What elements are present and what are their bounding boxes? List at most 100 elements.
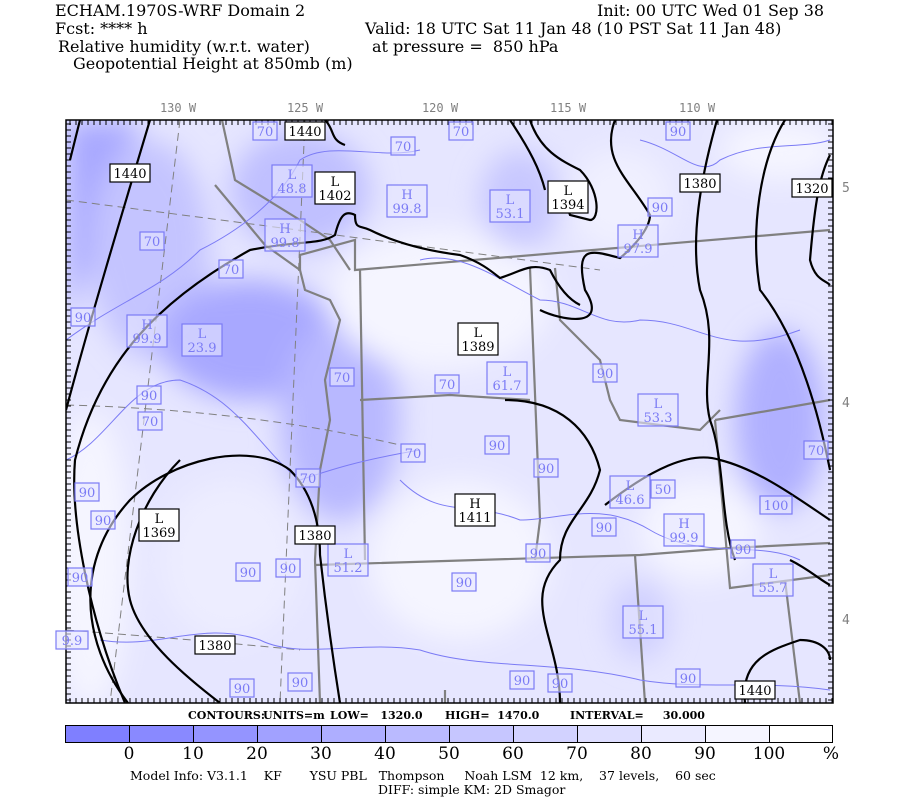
longitude-label: 110 W (679, 101, 716, 115)
rh-contour-label: 90 (229, 678, 255, 698)
svg-text:1369: 1369 (142, 526, 175, 541)
svg-text:90: 90 (597, 367, 614, 382)
svg-text:1411: 1411 (458, 511, 491, 526)
svg-text:L: L (626, 479, 635, 494)
pressure-level: at pressure = 850 hPa (372, 37, 559, 56)
svg-text:55.7: 55.7 (759, 581, 788, 596)
valid-time: Valid: 18 UTC Sat 11 Jan 48 (10 PST Sat … (365, 19, 782, 38)
svg-text:70: 70 (808, 444, 825, 459)
rh-contour-label: 90 (74, 482, 100, 502)
svg-text:90: 90 (456, 576, 473, 591)
colorbar-tick-label: 30 (310, 744, 332, 764)
rh-contour-label: 90 (665, 121, 691, 141)
svg-text:L: L (331, 175, 340, 190)
longitude-label: 120 W (422, 101, 459, 115)
svg-text:L: L (474, 326, 483, 341)
colorbar-swatch (641, 725, 705, 743)
svg-text:1380: 1380 (298, 529, 331, 544)
svg-text:1440: 1440 (113, 167, 146, 182)
svg-text:100: 100 (764, 499, 789, 514)
rh-contour-label: L53.1 (489, 189, 531, 223)
rh-contour-label: L53.3 (637, 393, 679, 427)
rh-contour-label: 90 (730, 539, 756, 559)
svg-text:99.8: 99.8 (393, 202, 422, 217)
svg-text:99.9: 99.9 (670, 531, 699, 546)
svg-text:90: 90 (72, 571, 89, 586)
colorbar-swatch (193, 725, 257, 743)
rh-contour-label: 70 (434, 374, 460, 394)
field-name-height: Geopotential Height at 850mb (m) (73, 54, 353, 73)
svg-text:90: 90 (95, 514, 112, 529)
colorbar-tick-label: 20 (246, 744, 268, 764)
svg-text:90: 90 (670, 125, 687, 140)
rh-contour-label: L51.2 (327, 543, 369, 577)
svg-text:90: 90 (234, 682, 251, 697)
rh-contour-label: 70 (400, 443, 426, 463)
height-contour-label: 1440 (109, 163, 151, 183)
svg-text:L: L (654, 397, 663, 412)
rh-contour-label: H99.9 (126, 314, 168, 348)
svg-text:1394: 1394 (551, 198, 584, 213)
svg-text:70: 70 (144, 235, 161, 250)
svg-text:1380: 1380 (683, 177, 716, 192)
rh-contour-label: L46.6 (609, 475, 651, 509)
svg-text:70: 70 (257, 125, 274, 140)
svg-text:90: 90 (652, 201, 669, 216)
svg-text:50: 50 (655, 483, 672, 498)
svg-text:1320: 1320 (795, 182, 828, 197)
diff-info: DIFF: simple KM: 2D Smagor (378, 782, 566, 797)
svg-text:90: 90 (75, 311, 92, 326)
colorbar-swatch (705, 725, 769, 743)
latitude-label: 5 (842, 181, 850, 196)
colorbar-tick-label: 100 (752, 744, 786, 764)
rh-contour-label: H99.8 (386, 184, 428, 218)
colorbar-tick-label: 0 (123, 744, 135, 764)
svg-text:1389: 1389 (461, 340, 494, 355)
rh-contour-label: 90 (525, 543, 551, 563)
height-contour-label: 1320 (791, 178, 833, 198)
rh-contour-label: 90 (533, 458, 559, 478)
colorbar-swatch (769, 725, 833, 743)
svg-text:90: 90 (292, 676, 309, 691)
rh-contour-label: 90 (675, 668, 701, 688)
colorbar-tick-label: 40 (374, 744, 396, 764)
svg-text:90: 90 (489, 439, 506, 454)
contours-low: LOW= 1320.0 (330, 709, 423, 722)
colorbar-swatch (129, 725, 193, 743)
rh-contour-label: 90 (275, 558, 301, 578)
longitude-labels: 130 W 125 W 120 W 115 W 110 W (160, 101, 716, 115)
svg-text:L: L (639, 609, 648, 624)
svg-text:L: L (288, 168, 297, 183)
colorbar-swatch (449, 725, 513, 743)
svg-text:97.9: 97.9 (624, 242, 653, 257)
colorbar-tick-label: 60 (502, 744, 524, 764)
colorbar-swatch (513, 725, 577, 743)
field-name-rh: Relative humidity (w.r.t. water) (58, 37, 310, 56)
colorbar-swatch (257, 725, 321, 743)
svg-text:H: H (632, 228, 643, 243)
rh-contour-label: 70 (803, 440, 829, 460)
svg-text:70: 70 (142, 415, 159, 430)
svg-text:H: H (401, 188, 412, 203)
latitude-label: 4 (842, 396, 850, 411)
rh-contour-label: H97.9 (617, 224, 659, 258)
rh-contour-label: H99.8 (264, 218, 306, 252)
rh-contour-label: L61.7 (486, 361, 528, 395)
svg-text:H: H (469, 497, 480, 512)
svg-text:90: 90 (552, 677, 569, 692)
humidity-fill (66, 120, 833, 703)
height-contour-label: 1440 (284, 121, 326, 141)
rh-contour-label: 90 (451, 572, 477, 592)
rh-contour-label: 90 (592, 363, 618, 383)
longitude-label: 125 W (287, 101, 324, 115)
init-time: Init: 00 UTC Wed 01 Sep 38 (597, 1, 825, 20)
rh-contour-label: 100 (759, 495, 793, 515)
svg-text:9.9: 9.9 (62, 634, 83, 649)
svg-text:90: 90 (514, 674, 531, 689)
latitude-labels: 5 4 4 (842, 181, 850, 628)
